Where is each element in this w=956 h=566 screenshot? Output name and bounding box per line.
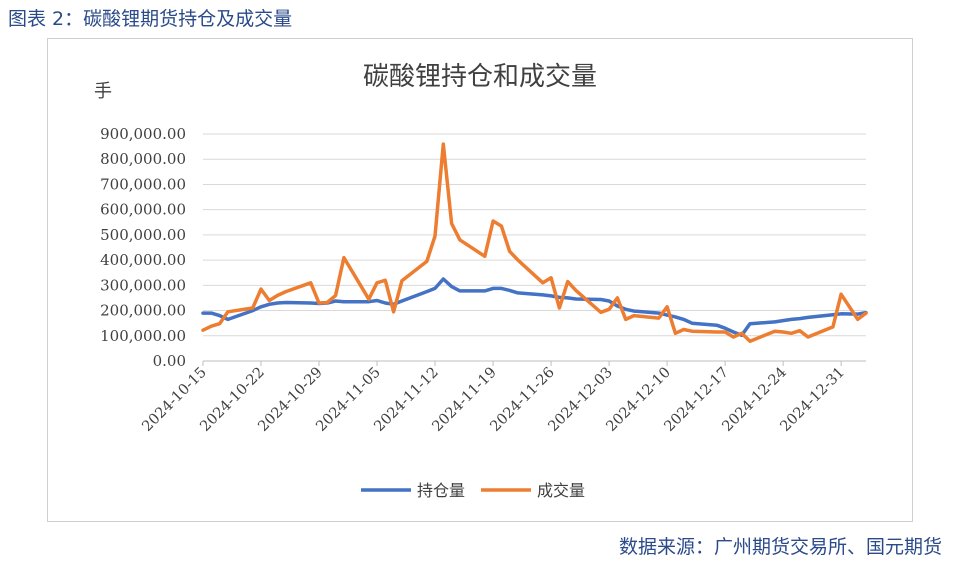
legend-label-volume: 成交量 [537, 481, 585, 500]
series-line-open-interest [201, 277, 868, 338]
y-tick-label: 800,000.00 [100, 150, 186, 168]
grid-lines [203, 133, 866, 362]
y-tick-label: 500,000.00 [100, 226, 186, 244]
series-line-volume [201, 142, 868, 344]
x-axis-ticks: 2024-10-152024-10-222024-10-292024-11-05… [139, 361, 848, 435]
y-tick-label: 0.00 [153, 352, 186, 370]
figure-caption: 图表 2：碳酸锂期货持仓及成交量 [8, 8, 293, 30]
legend-label-open-interest: 持仓量 [417, 481, 465, 500]
chart-container: 碳酸锂持仓和成交量 手 0.00 100,000.00 200,000.00 300,… [47, 38, 913, 522]
y-tick-label: 400,000.00 [100, 251, 186, 269]
line-chart: 碳酸锂持仓和成交量 手 0.00 100,000.00 200,000.00 300,… [94, 62, 868, 500]
y-axis-unit: 手 [94, 81, 112, 102]
y-tick-label: 100,000.00 [100, 327, 186, 345]
y-tick-label: 200,000.00 [100, 302, 186, 320]
y-tick-label: 900,000.00 [100, 125, 186, 143]
chart-title: 碳酸锂持仓和成交量 [363, 62, 597, 92]
data-source: 数据来源：广州期货交易所、国元期货 [618, 536, 942, 558]
legend: 持仓量 成交量 [361, 481, 585, 500]
y-axis-ticks: 0.00 100,000.00 200,000.00 300,000.00 400,00… [100, 125, 186, 370]
y-tick-label: 700,000.00 [100, 175, 186, 193]
series-lines [201, 142, 868, 344]
y-tick-label: 600,000.00 [100, 201, 186, 219]
y-tick-label: 300,000.00 [100, 276, 186, 294]
